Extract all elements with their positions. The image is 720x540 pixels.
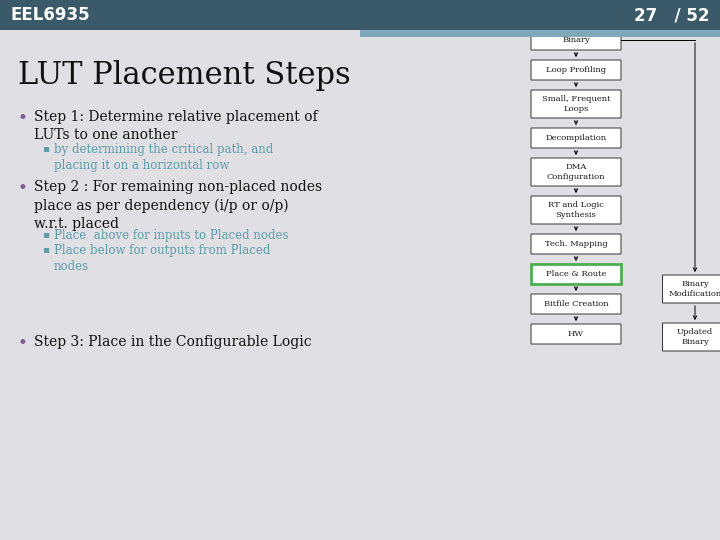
FancyBboxPatch shape bbox=[531, 324, 621, 344]
Text: Updated
Binary: Updated Binary bbox=[677, 328, 713, 346]
FancyBboxPatch shape bbox=[531, 60, 621, 80]
Text: Tech. Mapping: Tech. Mapping bbox=[544, 240, 608, 248]
FancyBboxPatch shape bbox=[531, 234, 621, 254]
Text: Binary: Binary bbox=[562, 36, 590, 44]
Text: ▪: ▪ bbox=[42, 143, 49, 153]
Text: LUT Placement Steps: LUT Placement Steps bbox=[18, 60, 351, 91]
Text: •: • bbox=[18, 335, 28, 352]
Text: •: • bbox=[18, 180, 28, 197]
FancyBboxPatch shape bbox=[531, 294, 621, 314]
Text: EEL6935: EEL6935 bbox=[10, 6, 89, 24]
Text: Small, Frequent
Loops: Small, Frequent Loops bbox=[541, 96, 611, 113]
Text: HW: HW bbox=[568, 330, 584, 338]
Text: ▪: ▪ bbox=[42, 244, 49, 254]
Text: Decompilation: Decompilation bbox=[546, 134, 606, 142]
Text: RT and Logic
Synthesis: RT and Logic Synthesis bbox=[548, 201, 604, 219]
Text: ▪: ▪ bbox=[42, 230, 49, 240]
FancyBboxPatch shape bbox=[531, 196, 621, 224]
Text: DMA
Configuration: DMA Configuration bbox=[546, 164, 606, 180]
FancyBboxPatch shape bbox=[531, 30, 621, 50]
Text: 27   / 52: 27 / 52 bbox=[634, 6, 710, 24]
Text: •: • bbox=[18, 110, 28, 127]
Bar bbox=[360, 30, 720, 37]
Text: Place & Route: Place & Route bbox=[546, 270, 606, 278]
FancyBboxPatch shape bbox=[531, 264, 621, 284]
FancyBboxPatch shape bbox=[531, 90, 621, 118]
Text: Step 3: Place in the Configurable Logic: Step 3: Place in the Configurable Logic bbox=[34, 335, 312, 349]
Text: Loop Profiling: Loop Profiling bbox=[546, 66, 606, 74]
Text: Step 2 : For remaining non-placed nodes
place as per dependency (i/p or o/p)
w.r: Step 2 : For remaining non-placed nodes … bbox=[34, 180, 322, 231]
FancyBboxPatch shape bbox=[531, 128, 621, 148]
Text: Step 1: Determine relative placement of
LUTs to one another: Step 1: Determine relative placement of … bbox=[34, 110, 318, 143]
FancyBboxPatch shape bbox=[662, 323, 720, 351]
Text: Binary
Modification: Binary Modification bbox=[668, 280, 720, 298]
FancyBboxPatch shape bbox=[531, 158, 621, 186]
Bar bbox=[0, 0, 720, 30]
Text: by determining the critical path, and
placing it on a horizontal row: by determining the critical path, and pl… bbox=[54, 143, 274, 172]
Text: Place  above for inputs to Placed nodes: Place above for inputs to Placed nodes bbox=[54, 230, 289, 242]
Text: Place below for outputs from Placed
nodes: Place below for outputs from Placed node… bbox=[54, 244, 271, 273]
Text: Bitfile Creation: Bitfile Creation bbox=[544, 300, 608, 308]
FancyBboxPatch shape bbox=[662, 275, 720, 303]
